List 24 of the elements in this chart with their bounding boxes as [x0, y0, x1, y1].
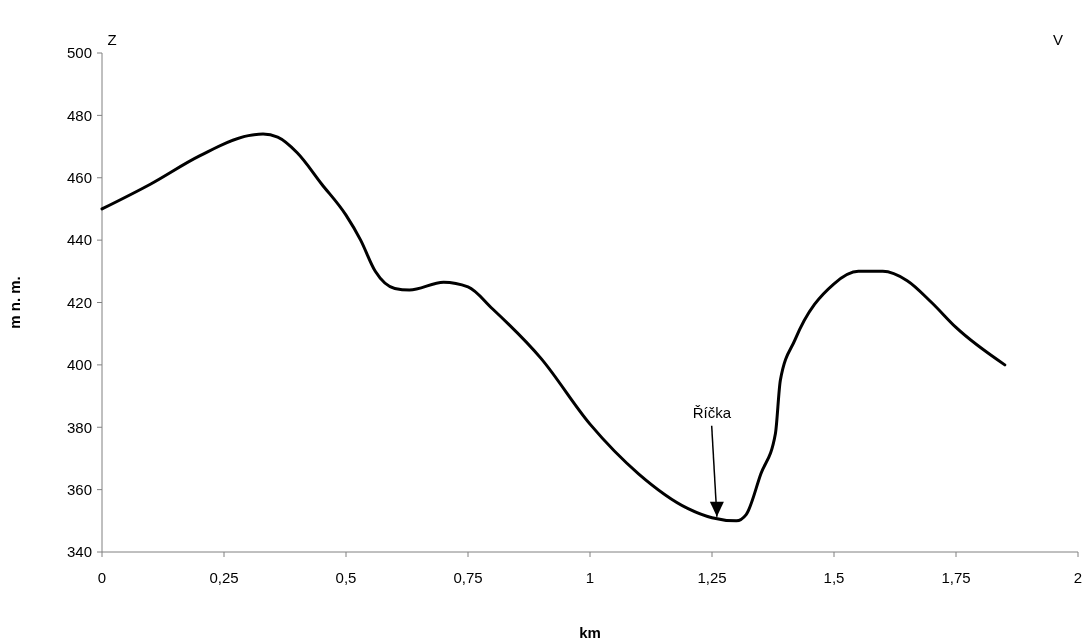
y-tick-label: 420	[66, 293, 92, 311]
x-tick-label: 1	[585, 569, 595, 586]
annotation: Říčka	[692, 403, 732, 421]
y-tick-label: 440	[66, 231, 92, 249]
text: Z	[107, 31, 117, 48]
x-tick-label: 1,25	[697, 569, 727, 586]
x-tick-label: 0	[97, 569, 107, 586]
x-tick-label: 1,75	[941, 569, 971, 586]
x-tick-label: 0,75	[453, 569, 483, 586]
x-tick-label: 0,5	[335, 569, 357, 586]
x-tick-label: 0,25	[209, 569, 239, 586]
y-tick-label: 480	[66, 106, 92, 124]
line-series	[100, 132, 1007, 523]
y-tick-label: 400	[66, 356, 92, 374]
text: V	[1052, 31, 1064, 48]
y-tick-label: 500	[66, 44, 92, 62]
y-tick-label: 360	[66, 480, 92, 498]
x-tick-label: 1,5	[823, 569, 845, 586]
x-tick-label: 2	[1073, 569, 1083, 586]
y-tick-label: 380	[66, 418, 92, 436]
x-axis-title: km	[579, 624, 601, 641]
y-axis-title: m n. m.	[6, 276, 23, 329]
y-tick-label: 340	[66, 543, 92, 561]
y-tick-label: 460	[66, 169, 92, 186]
